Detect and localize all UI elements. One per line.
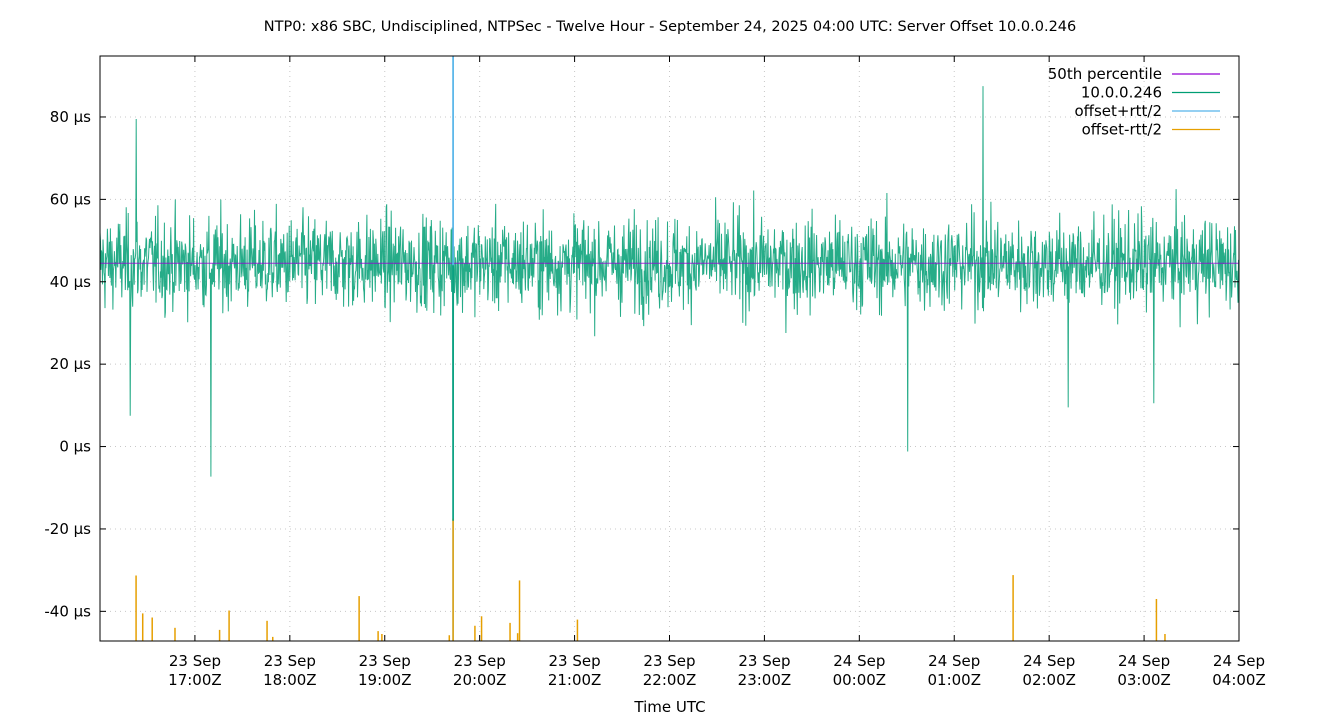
y-tick-label: 20 µs (50, 355, 91, 373)
x-tick-date: 24 Sep (1118, 652, 1170, 670)
legend-label: 10.0.0.246 (1081, 84, 1162, 102)
x-tick-date: 23 Sep (169, 652, 221, 670)
x-tick-date: 24 Sep (928, 652, 980, 670)
x-tick-date: 23 Sep (454, 652, 506, 670)
y-tick-label: 40 µs (50, 273, 91, 291)
legend-label: offset+rtt/2 (1074, 102, 1162, 120)
x-tick-date: 24 Sep (833, 652, 885, 670)
x-tick-time: 03:00Z (1117, 671, 1171, 689)
x-tick-date: 23 Sep (359, 652, 411, 670)
x-tick-time: 21:00Z (548, 671, 602, 689)
x-tick-time: 23:00Z (738, 671, 792, 689)
x-tick-time: 02:00Z (1022, 671, 1076, 689)
x-tick-time: 04:00Z (1212, 671, 1266, 689)
y-tick-label: 60 µs (50, 190, 91, 208)
x-tick-time: 20:00Z (453, 671, 507, 689)
chart-title: NTP0: x86 SBC, Undisciplined, NTPSec - T… (263, 19, 1077, 35)
legend-label: 50th percentile (1048, 65, 1162, 83)
x-tick-time: 01:00Z (927, 671, 981, 689)
axis-ticks: 80 µs 60 µs 40 µs 20 µs 0 µs -20 µs -40 µs 23 S… (44, 56, 1266, 689)
x-tick-time: 22:00Z (643, 671, 697, 689)
y-tick-label: -40 µs (44, 602, 91, 620)
x-tick-date: 23 Sep (549, 652, 601, 670)
x-tick-date: 23 Sep (264, 652, 316, 670)
plot-series (99, 56, 1240, 641)
y-tick-label: 80 µs (50, 108, 91, 126)
legend: 50th percentile10.0.0.246offset+rtt/2off… (1048, 65, 1220, 139)
x-tick-time: 18:00Z (263, 671, 317, 689)
y-tick-label: 0 µs (59, 438, 91, 456)
x-tick-date: 23 Sep (738, 652, 790, 670)
legend-label: offset-rtt/2 (1082, 121, 1162, 139)
x-axis-label: Time UTC (633, 698, 705, 716)
x-tick-date: 24 Sep (1213, 652, 1265, 670)
x-tick-date: 24 Sep (1023, 652, 1075, 670)
y-tick-label: -20 µs (44, 520, 91, 538)
x-tick-time: 19:00Z (358, 671, 412, 689)
x-tick-date: 23 Sep (643, 652, 695, 670)
x-tick-time: 00:00Z (833, 671, 887, 689)
x-tick-time: 17:00Z (168, 671, 222, 689)
